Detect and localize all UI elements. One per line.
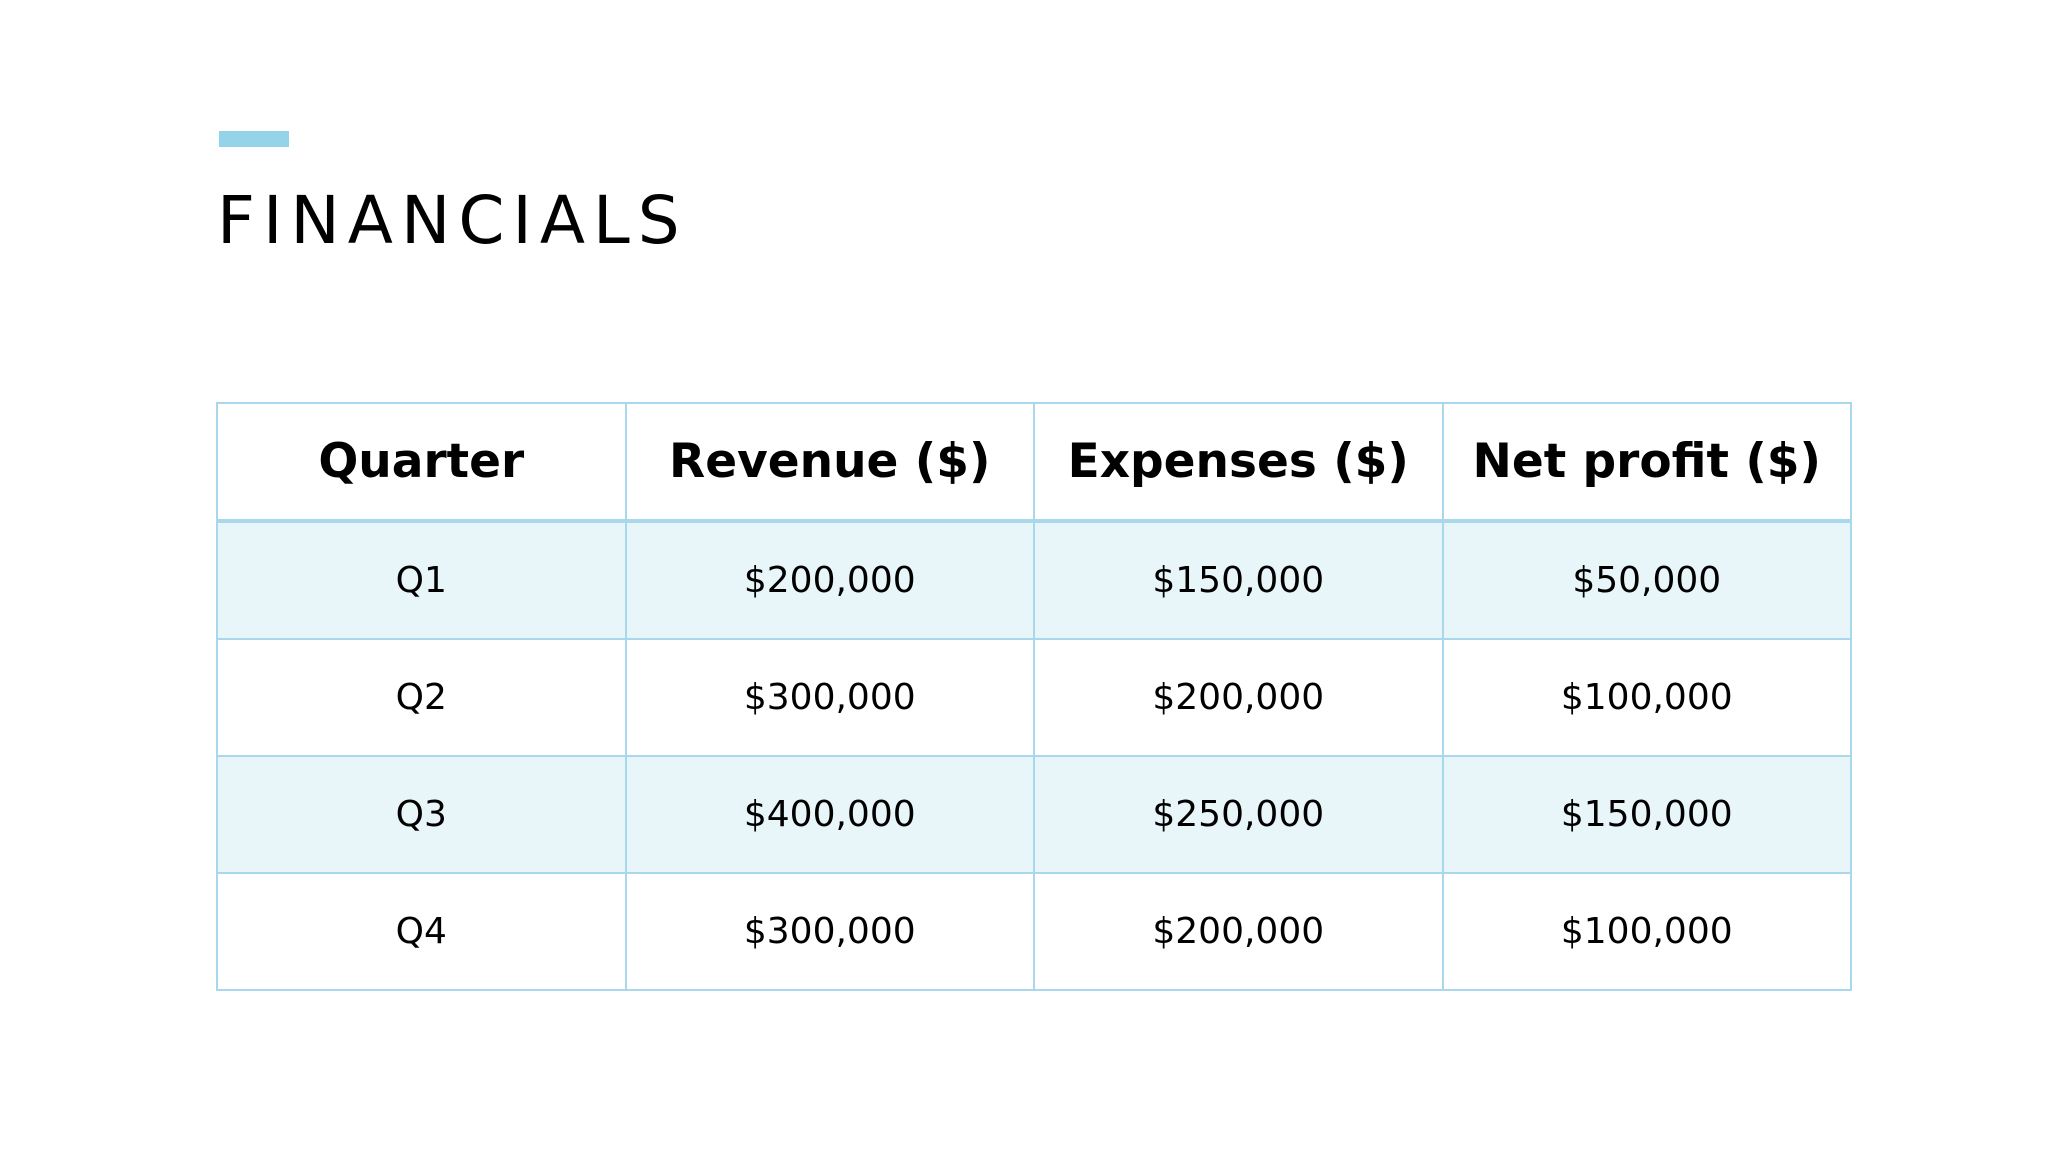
title-accent-bar — [219, 131, 289, 147]
slide-title: FINANCIALS — [217, 182, 688, 259]
cell-revenue: $300,000 — [624, 638, 1035, 757]
cell-net-profit: $50,000 — [1441, 520, 1852, 640]
cell-quarter: Q1 — [216, 520, 627, 640]
cell-expenses: $200,000 — [1033, 638, 1444, 757]
cell-revenue: $300,000 — [624, 872, 1035, 991]
cell-quarter: Q3 — [216, 755, 627, 874]
table-row: Q4 $300,000 $200,000 $100,000 — [216, 872, 1852, 991]
cell-expenses: $150,000 — [1033, 520, 1444, 640]
table-header-row: Quarter Revenue ($) Expenses ($) Net pro… — [216, 402, 1852, 523]
cell-revenue: $200,000 — [624, 520, 1035, 640]
table-row: Q3 $400,000 $250,000 $150,000 — [216, 755, 1852, 874]
cell-expenses: $250,000 — [1033, 755, 1444, 874]
cell-expenses: $200,000 — [1033, 872, 1444, 991]
cell-net-profit: $150,000 — [1441, 755, 1852, 874]
header-net-profit: Net profit ($) — [1441, 402, 1852, 523]
table-row: Q2 $300,000 $200,000 $100,000 — [216, 638, 1852, 757]
cell-net-profit: $100,000 — [1441, 872, 1852, 991]
cell-net-profit: $100,000 — [1441, 638, 1852, 757]
header-expenses: Expenses ($) — [1033, 402, 1444, 523]
cell-revenue: $400,000 — [624, 755, 1035, 874]
table-row: Q1 $200,000 $150,000 $50,000 — [216, 520, 1852, 640]
cell-quarter: Q4 — [216, 872, 627, 991]
cell-quarter: Q2 — [216, 638, 627, 757]
header-revenue: Revenue ($) — [624, 402, 1035, 523]
header-quarter: Quarter — [216, 402, 627, 523]
financials-table: Quarter Revenue ($) Expenses ($) Net pro… — [216, 402, 1852, 991]
